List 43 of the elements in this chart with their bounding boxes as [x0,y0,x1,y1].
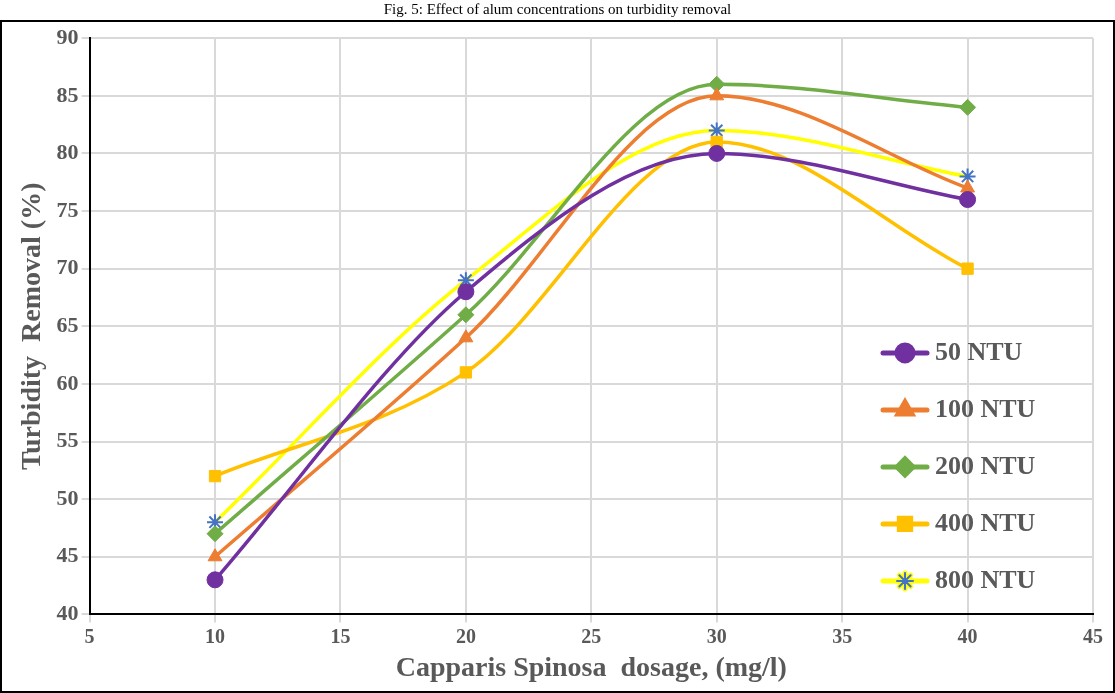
x-tick-label: 35 [832,624,853,647]
legend-label: 400 NTU [935,507,1036,537]
y-tick-label: 65 [56,311,79,337]
x-tick-label: 10 [205,624,226,647]
y-tick-label: 75 [56,196,79,222]
x-tick-label: 45 [1083,624,1103,647]
x-tick-label: 30 [706,624,727,647]
point [459,366,473,379]
point [457,283,475,301]
legend-label: 50 NTU [935,336,1023,366]
y-tick-label: 70 [56,254,79,280]
x-axis-title: Capparis Spinosa dosage, (mg/l) [395,651,787,683]
point [709,87,725,101]
legend-label: 100 NTU [935,393,1036,423]
point [708,75,726,93]
chart-title: Fig. 5: Effect of alum concentrations on turbidity removal [382,1,733,18]
point [959,191,977,209]
y-axis-title: Turbidity Removal (%) [15,182,47,471]
point [708,144,726,162]
y-tick-label: 60 [56,369,79,395]
y-tick-label: 85 [56,81,79,107]
y-tick-label: 90 [56,23,79,49]
point [959,98,977,116]
x-tick-label: 25 [581,624,602,647]
point [961,262,974,275]
y-tick-label: 55 [56,427,79,453]
legend-label: 200 NTU [935,450,1036,480]
legend-label: 800 NTU [935,564,1036,594]
point [457,306,475,324]
point [960,179,975,193]
point [207,548,223,562]
y-tick-label: 40 [56,600,79,626]
y-tick-label: 50 [56,484,79,510]
y-tick-label: 80 [56,139,79,165]
point [458,329,474,343]
point [206,571,224,589]
x-tick-label: 5 [84,624,95,647]
point [206,525,224,543]
x-tick-label: 40 [957,624,978,647]
point [208,469,222,483]
x-tick-label: 20 [455,624,476,647]
y-tick-label: 45 [56,542,79,568]
x-tick-label: 15 [330,624,351,647]
